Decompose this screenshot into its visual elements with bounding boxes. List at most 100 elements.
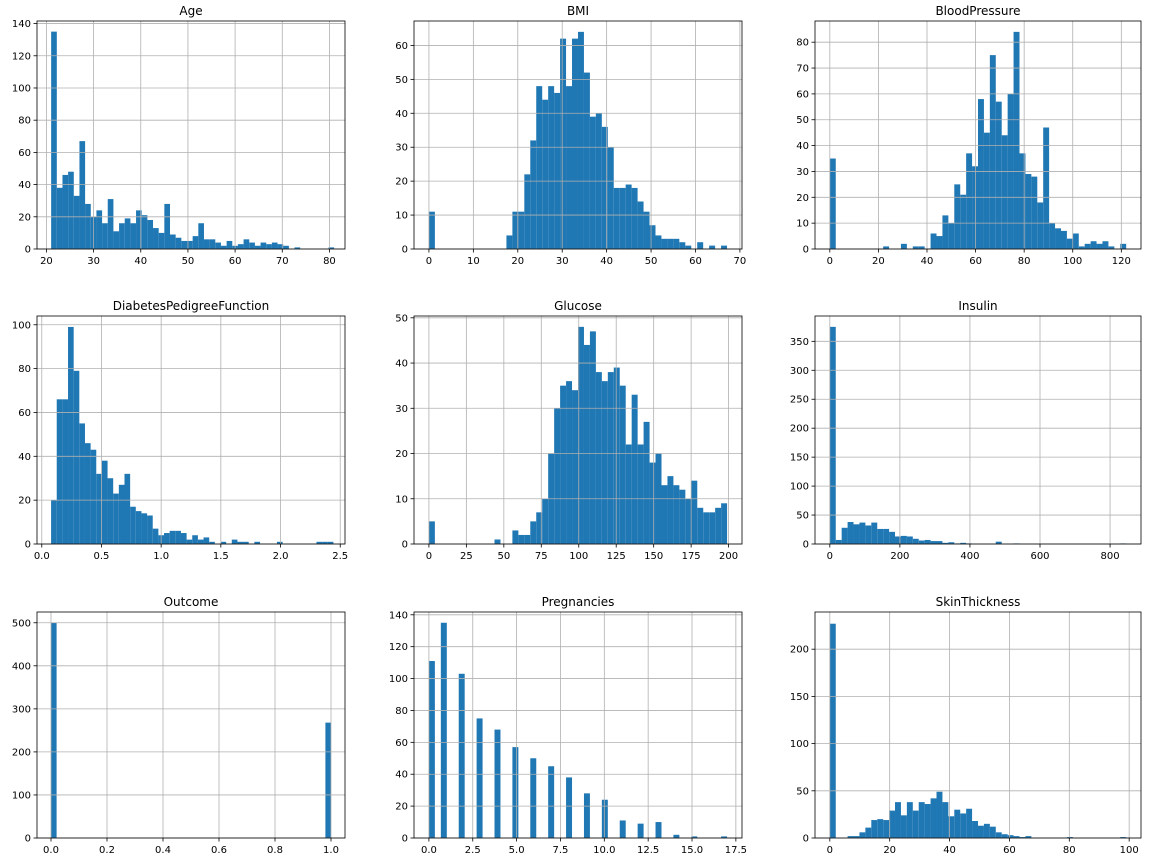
histogram-bar [428, 661, 435, 838]
histogram-bar [512, 747, 519, 838]
axes-frame [814, 315, 1142, 545]
x-tick-label: 40 [943, 845, 956, 856]
x-tick-label: 12.5 [637, 845, 659, 856]
histogram-bar [220, 541, 227, 544]
histogram-bar [1037, 202, 1044, 249]
y-tick-label: 40 [18, 180, 31, 191]
histogram-bar [62, 399, 69, 544]
y-tick-label: 200 [790, 645, 809, 656]
y-tick-label: 0 [402, 245, 408, 256]
y-tick-label: 50 [395, 75, 408, 86]
histogram-bar [147, 515, 153, 544]
y-tick-label: 30 [796, 167, 809, 178]
histogram-bar [566, 86, 573, 249]
x-tick-label: 120 [1112, 256, 1131, 267]
x-tick-label: 17.5 [725, 845, 747, 856]
histogram-bar [73, 370, 80, 544]
y-tick-label: 60 [18, 408, 31, 419]
histogram-bar [930, 798, 937, 838]
panel-age: 20 30 40 50 60 70 80 0 20 40 60 80 100 120 140 Age [12, 4, 346, 267]
x-tick-label: 80 [1018, 256, 1031, 267]
histogram-bar [1090, 241, 1097, 249]
histogram-bar [637, 823, 644, 838]
histogram-bar [175, 237, 182, 249]
histogram-bar [548, 86, 555, 249]
y-tick-label: 500 [12, 618, 31, 629]
x-tick-label: 30 [556, 256, 569, 267]
y-tick-label: 300 [790, 366, 809, 377]
histogram-bar [625, 444, 632, 544]
histogram-bar [536, 512, 543, 544]
histogram-bar [859, 522, 866, 544]
axes-frame [814, 20, 1142, 250]
histogram-bar [124, 473, 131, 544]
histogram-bar [169, 530, 176, 544]
histogram-bar [203, 537, 210, 544]
y-tick-label: 400 [12, 661, 31, 672]
histogram-bar [877, 528, 884, 544]
histogram-bar [170, 234, 176, 249]
histogram-bar [685, 498, 692, 544]
panel-pregnancies: 0.0 2.5 5.0 7.5 10.0 12.5 15.0 17.5 0 20 40 60 80 100… [389, 595, 747, 856]
histogram-bar [661, 238, 668, 249]
panel-title: DiabetesPedigreeFunction [113, 299, 270, 313]
x-tick-label: 100 [1063, 256, 1082, 267]
histogram-bar [1031, 176, 1038, 249]
histogram-bar [1060, 230, 1067, 249]
x-tick-label: 40 [600, 256, 613, 267]
grid [815, 612, 1141, 839]
histogram-bar [613, 187, 620, 249]
histogram-bar [203, 239, 210, 249]
histogram-bar [153, 228, 159, 249]
histogram-bar [865, 525, 872, 544]
histogram-bar [1013, 836, 1020, 838]
panel-bloodpressure: 0 20 40 60 80 100 120 0 10 20 30 40 50 60 70 80 BloodPre… [796, 4, 1142, 267]
histogram-bar [577, 31, 584, 249]
histogram-bar [912, 538, 919, 544]
histogram-bar [721, 503, 728, 544]
histogram-bar [649, 462, 656, 544]
histogram-bar [841, 527, 848, 544]
histogram-bar [530, 521, 537, 544]
histogram-bar [243, 541, 249, 544]
histogram-bar [954, 184, 961, 249]
histogram-bar [589, 116, 596, 250]
histogram-bar [972, 166, 978, 249]
histogram-bar [912, 246, 919, 249]
y-tick-label: 100 [12, 320, 31, 331]
axes-frame [36, 20, 346, 250]
histogram-bar [198, 223, 204, 249]
y-tick-label: 20 [18, 496, 31, 507]
histogram-bar [1108, 246, 1115, 249]
histogram-bar [56, 399, 63, 544]
histogram-bar [276, 541, 283, 544]
grid [37, 316, 345, 545]
histogram-bar [715, 507, 722, 544]
histogram-bar [691, 480, 698, 544]
histogram-bar [703, 512, 710, 544]
x-tick-label: 20 [511, 256, 524, 267]
histogram-bar [1013, 31, 1020, 249]
x-tick-label: 0.5 [94, 551, 110, 562]
histogram-bar [619, 820, 626, 838]
histogram-bar [102, 223, 108, 249]
histogram-bar [113, 493, 119, 544]
y-tick-label: 0 [803, 834, 809, 845]
histogram-bar [1102, 241, 1109, 249]
histogram-bar [583, 72, 590, 249]
y-tick-label: 20 [395, 177, 408, 188]
x-tick-label: 80 [1063, 845, 1076, 856]
histogram-bar [316, 541, 323, 544]
bars [829, 326, 1127, 544]
histogram-bar [655, 235, 662, 249]
y-tick-label: 50 [395, 313, 408, 324]
histogram-bar [906, 802, 913, 838]
x-tick-label: 10 [467, 256, 480, 267]
histogram-bar [325, 722, 331, 838]
grid [37, 612, 345, 839]
histogram-bar [524, 534, 531, 544]
y-tick-label: 140 [12, 19, 31, 30]
panel-title: Age [179, 4, 202, 18]
y-tick-label: 0 [402, 834, 408, 845]
histogram-bar [79, 141, 86, 249]
